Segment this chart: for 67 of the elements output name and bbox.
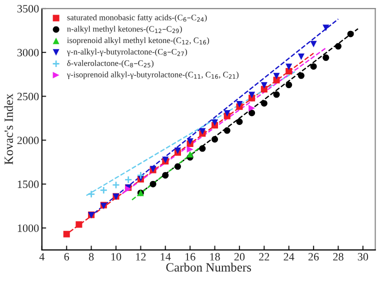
- point: [186, 150, 194, 158]
- legend-label: saturated monobasic fatty acids-(C$_{6}$–C$_{24}$): [67, 14, 207, 22]
- legend-label: δ-valerolactone-(C$_{8}$–C$_{25}$): [67, 60, 154, 68]
- point: [174, 163, 181, 170]
- point: [100, 186, 108, 194]
- x-tick-label: 14: [160, 253, 171, 260]
- x-tick-label: 30: [358, 253, 368, 261]
- x-tick-label: 4: [39, 253, 45, 260]
- x-tick-label: 16: [186, 253, 196, 261]
- point: [248, 92, 256, 98]
- point: [334, 43, 342, 50]
- point: [236, 100, 243, 108]
- x-tick-label: 20: [234, 253, 245, 261]
- point: [162, 172, 169, 179]
- point: [273, 91, 280, 98]
- x-tick-label: 18: [210, 253, 220, 261]
- point: [310, 40, 317, 48]
- legend-label: isoprenoid alkyl methyl ketone-(C$_{12}$, C$_{16}$): [67, 37, 210, 45]
- point: [212, 119, 218, 126]
- point: [199, 145, 206, 152]
- point: [260, 100, 268, 107]
- point: [63, 230, 70, 238]
- point: [260, 82, 268, 89]
- y-tick-label: 3000: [17, 48, 39, 56]
- x-tick-label: 10: [111, 253, 122, 261]
- point: [260, 86, 268, 92]
- point: [322, 24, 330, 32]
- point: [236, 118, 243, 126]
- point: [112, 181, 120, 189]
- point: [248, 110, 256, 116]
- point: [322, 54, 330, 61]
- point: [87, 190, 96, 198]
- point: [298, 72, 304, 79]
- y-tick-label: 1500: [18, 180, 39, 188]
- point: [124, 176, 132, 184]
- point: [248, 104, 256, 112]
- x-tick-label: 24: [284, 253, 294, 260]
- point: [186, 146, 194, 153]
- point: [286, 68, 292, 74]
- point: [347, 30, 354, 38]
- y-tick-label: 2500: [17, 92, 39, 100]
- y-tick-label: 3500: [17, 4, 39, 12]
- point: [150, 180, 156, 188]
- point: [76, 221, 82, 228]
- legend-label: n-alkyl methyl ketones-(C$_{12}$–C$_{29}$): [67, 26, 182, 34]
- point: [298, 54, 304, 60]
- point: [224, 127, 230, 134]
- x-tick-label: 6: [64, 253, 70, 261]
- point: [286, 82, 292, 88]
- x-tick-label: 26: [308, 253, 319, 261]
- point: [136, 171, 145, 180]
- y-tick-label: 1000: [18, 224, 39, 232]
- x-tick-label: 28: [333, 253, 344, 261]
- x-tick-label: 8: [88, 253, 94, 261]
- point: [224, 110, 230, 117]
- legend-label: γ-n-alkyl-γ-butyrolactone-(C$_{8}$–C$_{27}$): [66, 48, 188, 56]
- point: [286, 64, 292, 70]
- point: [273, 76, 280, 84]
- legend-label: γ-isoprenoid alkyl-γ-butyrolactone-(C$_{11}$, C$_{16}$, C$_{21}$): [66, 72, 238, 80]
- x-tick-label: 22: [259, 253, 270, 260]
- y-tick-label: 2000: [17, 136, 39, 144]
- x-tick-label: 12: [136, 253, 146, 260]
- point: [273, 72, 280, 80]
- point: [212, 136, 218, 143]
- x-axis-title: Carbon Numbers: [166, 262, 252, 272]
- point: [310, 63, 317, 70]
- y-axis-title: Kovac's Index: [4, 94, 13, 165]
